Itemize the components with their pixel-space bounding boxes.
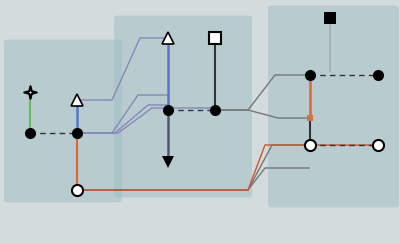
FancyBboxPatch shape	[268, 6, 399, 207]
FancyBboxPatch shape	[4, 40, 122, 203]
FancyBboxPatch shape	[114, 16, 252, 197]
